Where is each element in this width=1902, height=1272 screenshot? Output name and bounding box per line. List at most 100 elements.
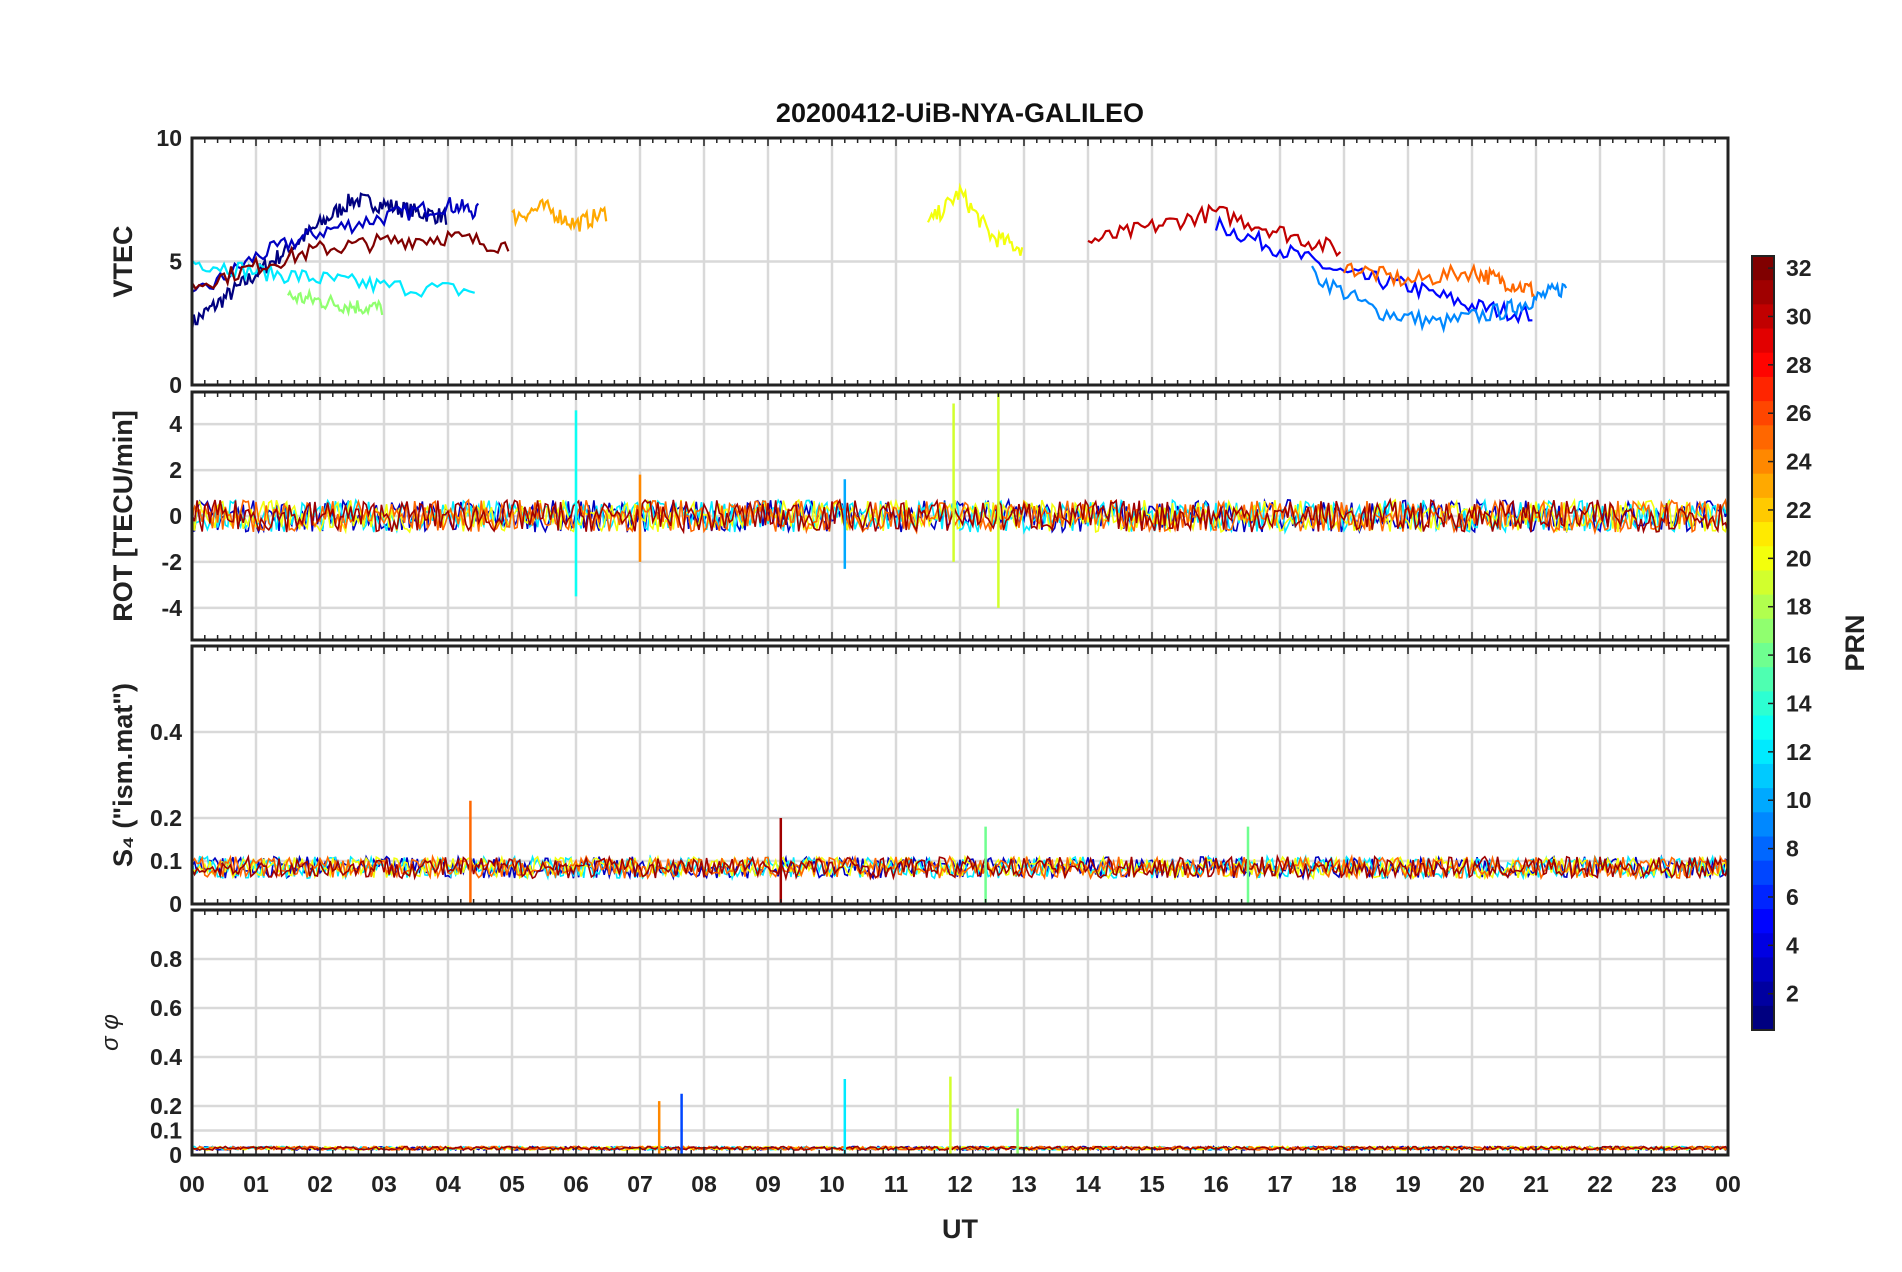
colorbar-tick-label: 26 <box>1786 400 1812 426</box>
y-tick-label: -2 <box>162 549 182 575</box>
x-tick-label: 20 <box>1459 1171 1485 1197</box>
colorbar-swatch <box>1752 957 1774 983</box>
panel-sigma_phi: 00.10.2 0.4 0.6 0.8 σ φ <box>97 908 1730 1168</box>
x-tick-label: 08 <box>691 1171 717 1197</box>
y-tick-label: 0.4 <box>150 719 182 745</box>
x-tick-label: 09 <box>755 1171 781 1197</box>
x-tick-label: 12 <box>947 1171 973 1197</box>
series-prn-9 <box>1311 265 1568 334</box>
colorbar-swatch <box>1752 981 1774 1007</box>
y-tick-label: 0.8 <box>150 946 182 972</box>
y-tick-label: 0 <box>169 1142 182 1168</box>
colorbar-tick-label: 14 <box>1786 690 1812 716</box>
x-tick-label: 00 <box>179 1171 205 1197</box>
noise-prn-31 <box>191 853 1729 882</box>
colorbar-swatch <box>1752 473 1774 499</box>
y-tick-label: 0.1 <box>150 848 182 874</box>
colorbar-swatch <box>1752 763 1774 789</box>
colorbar-swatch <box>1752 497 1774 523</box>
colorbar-tick-label: 10 <box>1786 787 1812 813</box>
series-prn-20 <box>927 182 1024 256</box>
traces <box>190 182 1568 334</box>
colorbar-swatch <box>1752 884 1774 910</box>
panel-frame <box>190 908 1730 1157</box>
figure-title: 20200412-UiB-NYA-GALILEO <box>776 98 1144 128</box>
y-tick-label: 5 <box>169 249 182 275</box>
x-tick-label: 00 <box>1715 1171 1741 1197</box>
y-tick-label: 0 <box>169 891 182 917</box>
panel-s4: 0 0.1 0.2 0.4 S₄ ("ism.mat") <box>108 644 1730 917</box>
y-tick-label: 0.4 <box>150 1044 182 1070</box>
panel-rot: -4 -2 0 2 4 ROT [TECU/min] <box>108 390 1730 642</box>
noise-prn-31 <box>191 497 1729 535</box>
colorbar-swatch <box>1752 836 1774 862</box>
x-tick-label: 21 <box>1523 1171 1549 1197</box>
panel-frame <box>190 136 1730 387</box>
x-tick-label: 15 <box>1139 1171 1165 1197</box>
y-tick-label: 0.6 <box>150 995 182 1021</box>
y-tick-label: 0.2 <box>150 805 182 831</box>
series-prn-23 <box>511 198 608 232</box>
colorbar-tick-label: 6 <box>1786 884 1799 910</box>
panel-frame <box>190 644 1730 906</box>
series-prn-25 <box>1342 262 1535 298</box>
colorbar-swatch <box>1752 352 1774 378</box>
colorbar-tick-label: 12 <box>1786 739 1812 765</box>
colorbar-swatch <box>1752 304 1774 330</box>
x-tick-label: 07 <box>627 1171 653 1197</box>
x-tick-label: 17 <box>1267 1171 1293 1197</box>
colorbar-swatch <box>1752 522 1774 547</box>
colorbar-tick-label: 18 <box>1786 594 1812 620</box>
x-tick-label: 05 <box>499 1171 525 1197</box>
colorbar-swatch <box>1752 546 1774 572</box>
x-tick-label: 02 <box>307 1171 333 1197</box>
colorbar-swatch <box>1752 812 1774 838</box>
colorbar-swatch <box>1752 715 1774 741</box>
noise-prn-25 <box>191 853 1729 881</box>
colorbar-swatch <box>1752 425 1774 451</box>
colorbar-tick-label: 2 <box>1786 981 1799 1007</box>
series-prn-17 <box>287 287 384 317</box>
series-prn-3 <box>191 197 480 293</box>
y-axis-label: VTEC <box>108 225 138 297</box>
traces <box>191 800 1729 904</box>
y-tick-label: 10 <box>156 125 182 151</box>
x-tick-label: 18 <box>1331 1171 1357 1197</box>
colorbar-tick-label: 24 <box>1786 449 1812 475</box>
colorbar-tick-label: 4 <box>1786 932 1799 958</box>
x-tick-label: 19 <box>1395 1171 1421 1197</box>
panel-frame <box>190 390 1730 642</box>
x-tick-label: 14 <box>1075 1171 1101 1197</box>
colorbar-label: PRN <box>1840 614 1870 671</box>
colorbar-swatch <box>1752 643 1774 668</box>
colorbar-tick-label: 30 <box>1786 303 1812 329</box>
series-prn-30 <box>1087 203 1342 258</box>
series-prn-1 <box>190 192 448 333</box>
colorbar-tick-label: 32 <box>1786 255 1812 281</box>
x-tick-label: 04 <box>435 1171 461 1197</box>
colorbar-swatch <box>1752 1005 1774 1031</box>
colorbar-swatch <box>1752 909 1774 934</box>
x-tick-label: 13 <box>1011 1171 1037 1197</box>
y-axis-label: σ φ <box>97 1014 124 1051</box>
traces <box>191 392 1729 608</box>
series-prn-5 <box>1214 215 1533 325</box>
colorbar-swatch <box>1752 739 1774 765</box>
colorbar-swatch <box>1752 328 1774 354</box>
y-axis-label: ROT [TECU/min] <box>108 410 138 621</box>
x-axis-label: UT <box>942 1214 978 1244</box>
x-tick-label: 22 <box>1587 1171 1613 1197</box>
colorbar-swatch <box>1752 618 1774 644</box>
colorbar-swatch <box>1752 860 1774 886</box>
noise-prn-12 <box>191 497 1729 535</box>
colorbar-tick-label: 28 <box>1786 352 1812 378</box>
colorbar-swatch <box>1752 933 1774 959</box>
colorbar-swatch <box>1752 667 1774 692</box>
x-tick-label: 06 <box>563 1171 589 1197</box>
colorbar-tick-label: 20 <box>1786 545 1812 571</box>
y-tick-label: 0 <box>169 372 182 398</box>
colorbar-tick-label: 22 <box>1786 497 1812 523</box>
x-tick-label: 23 <box>1651 1171 1677 1197</box>
